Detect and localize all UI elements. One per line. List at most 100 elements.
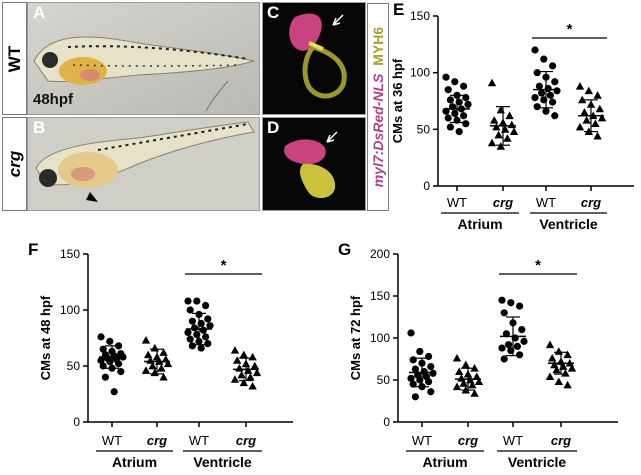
chart-f-data-point xyxy=(115,360,123,368)
chart-g-data-point xyxy=(507,299,515,307)
chart-e-data-point xyxy=(551,78,559,86)
chart-g-data-point xyxy=(455,367,464,375)
chart-e-data-point xyxy=(462,94,470,102)
chart-e-data-point xyxy=(597,113,607,122)
chart-e-data-point xyxy=(580,108,589,116)
chart-e-data-point xyxy=(575,82,585,90)
chart-e-data-point xyxy=(549,62,557,70)
chart-f-data-point xyxy=(239,378,248,387)
chart-f-data-point xyxy=(235,364,244,372)
chart-f-data-point xyxy=(99,345,107,353)
chart-e-data-point xyxy=(460,112,468,120)
chart-e-data-point xyxy=(460,82,468,90)
chart-e-significance-star: * xyxy=(567,21,573,38)
legend-dsred-label: myl7:DsRed-NLS xyxy=(370,73,386,188)
chart-f-data-point xyxy=(97,333,105,341)
chart-g-data-point xyxy=(427,362,435,371)
panel-a-embryo-image: A 48hpf xyxy=(27,2,260,115)
chart-e-data-point xyxy=(509,127,519,135)
chart-g-y-tick-label: 200 xyxy=(370,247,390,261)
chart-f-data-point xyxy=(204,315,212,323)
chart-f-y-tick-label: 150 xyxy=(60,247,80,261)
panel-label-d: D xyxy=(267,118,280,137)
chart-e-data-point xyxy=(531,94,539,102)
chart-g-data-point xyxy=(545,340,555,349)
chart-f-category-label: WT xyxy=(102,433,122,448)
chart-f-data-point xyxy=(159,373,168,381)
panel-label-g: G xyxy=(338,240,352,259)
chart-g-y-tick-label: 100 xyxy=(370,331,390,345)
chart-e-data-point xyxy=(551,112,559,120)
chart-e-data-point xyxy=(446,96,454,104)
arrow-icon xyxy=(326,131,338,143)
chart-f-data-point xyxy=(188,342,196,350)
chart-g-data-point xyxy=(513,342,521,350)
chart-f-data-point xyxy=(191,324,199,332)
chart-g-data-point xyxy=(427,388,435,396)
chart-g-y-axis-label: CMs at 72 hpf xyxy=(348,295,363,380)
chart-e-data-point xyxy=(444,114,452,122)
chart-f-data-point xyxy=(141,366,151,374)
chart-g-data-point xyxy=(409,380,417,388)
chart-e-data-point xyxy=(503,134,512,142)
chart-f-category-label: crg xyxy=(147,433,167,448)
arrow-icon xyxy=(86,192,98,202)
chart-g-data-point xyxy=(407,374,415,382)
chart-e-data-point xyxy=(444,86,452,94)
stage-label: 48hpf xyxy=(33,91,74,108)
row-label-wt-box: WT xyxy=(2,2,27,115)
panel-label-b: B xyxy=(33,118,46,137)
chart-e-data-point xyxy=(487,78,497,87)
chart-g-group-label: Ventricle xyxy=(508,454,567,470)
chart-g-data-point xyxy=(520,337,528,345)
chart-f-data-point xyxy=(206,322,214,330)
chart-g-svg: 0 50 100 150 200 WT crg WT crg Atrium Ventricle CMs… xyxy=(348,247,618,470)
chart-e-data-point xyxy=(455,128,463,136)
chart-f-category-label: crg xyxy=(236,433,256,448)
chart-g-data-point xyxy=(452,353,462,362)
chart-e-category-label: crg xyxy=(493,195,513,210)
chart-e-data-point xyxy=(591,119,600,128)
wt-heart-fluorescence xyxy=(263,3,365,114)
chart-g-data-point xyxy=(545,372,555,380)
chart-e-data-point xyxy=(451,78,459,86)
chart-g-data-point xyxy=(470,389,479,397)
chart-e-y-tick-label: 100 xyxy=(410,66,430,80)
chart-e-data-point xyxy=(507,120,516,129)
chart-g-data-point xyxy=(500,309,508,317)
chart-e-category-label: crg xyxy=(581,195,601,210)
chart-g-data-point xyxy=(429,369,437,377)
chart-f-data-point xyxy=(106,337,114,345)
chart-g-data-point xyxy=(411,365,419,373)
chart-e-data-point xyxy=(595,104,604,113)
chart-f-data-point xyxy=(186,335,194,343)
chart-g-data-point xyxy=(407,329,415,337)
chart-e-data-point xyxy=(533,103,541,111)
chart-g-data-point xyxy=(554,377,563,386)
chart-f-data-point xyxy=(197,344,205,352)
chart-f-data-point xyxy=(248,352,257,361)
chart-f-significance-star: * xyxy=(221,257,227,274)
chart-e-data-point xyxy=(582,116,591,124)
chart-f-data-point xyxy=(246,373,255,381)
chart-e-y-tick-label: 150 xyxy=(410,9,430,23)
chart-f-data-point xyxy=(97,356,105,364)
chart-g-data-point xyxy=(516,351,524,359)
panel-c-heart-image: C xyxy=(262,2,366,115)
chart-e-data-point xyxy=(593,131,602,140)
chart-f-data-point xyxy=(202,301,210,310)
chart-e-group-label: Atrium xyxy=(457,216,502,232)
chart-f-data-point xyxy=(239,350,248,359)
panel-label-f: F xyxy=(28,240,39,259)
chart-e-data-point xyxy=(538,89,546,97)
chart-e-data-point xyxy=(549,98,557,106)
chart-g-y-tick-label: 0 xyxy=(383,415,390,429)
chart-e-data-point xyxy=(496,142,505,150)
chart-f-data-point xyxy=(233,356,242,364)
chart-g-category-label: WT xyxy=(503,433,523,448)
chart-e-data-point xyxy=(540,55,548,63)
chart-g-data-point xyxy=(498,344,506,352)
stain-legend-text: myl7:DsRed-NLS MYH6 xyxy=(370,27,386,187)
row-label-crg-box: crg xyxy=(2,117,27,211)
chart-f-data-point xyxy=(148,361,157,370)
